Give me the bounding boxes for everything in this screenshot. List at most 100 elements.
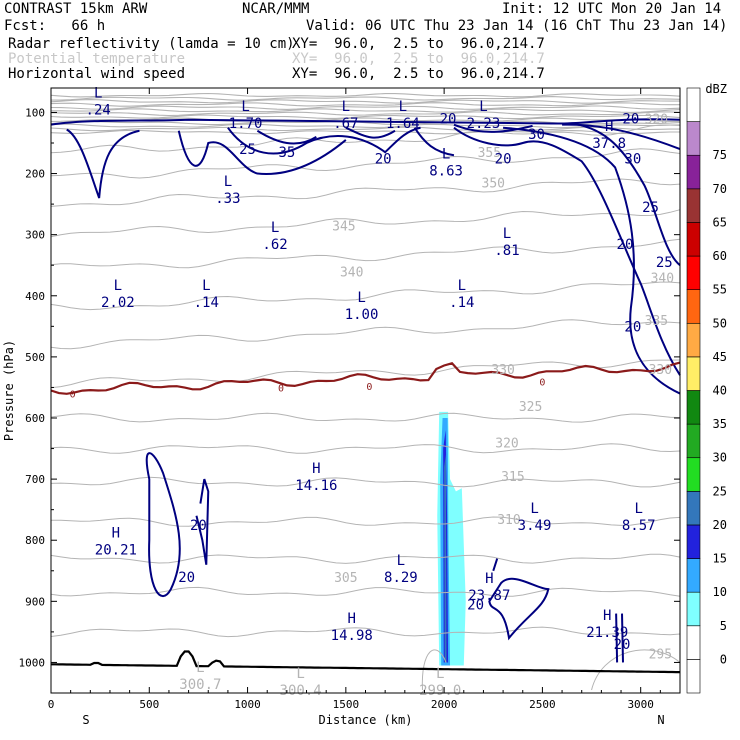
wind-label: 20 (624, 319, 641, 335)
colorbar-cell (686, 524, 701, 559)
extremum-type: L (114, 278, 122, 294)
wind-contour (195, 478, 210, 565)
extremum-value: 2.23 (467, 116, 501, 132)
x-axis-label: Distance (km) (319, 713, 413, 727)
extremum-type: L (296, 666, 304, 682)
extremum-type: L (397, 553, 405, 569)
colorbar-cell (686, 423, 701, 459)
theta-contour (51, 96, 681, 101)
south-label: S (82, 713, 89, 727)
wind-contour (562, 123, 681, 151)
wind-label: 20 (178, 570, 195, 586)
freezing-line (50, 361, 681, 395)
extremum-type: L (357, 290, 365, 306)
extremum-value: 14.98 (331, 628, 373, 644)
colorbar-label: 10 (713, 585, 727, 599)
colorbar-label: 0 (720, 652, 727, 666)
theta-label: 355 (478, 146, 501, 161)
wind-contour (571, 122, 681, 267)
field-wind-xy: XY= 96.0, 2.5 to 96.0,214.7 (292, 66, 545, 82)
field-reflectivity-xy: XY= 96.0, 2.5 to 96.0,214.7 (292, 36, 545, 52)
theta-contour (50, 111, 681, 117)
extremum-value: 14.16 (295, 478, 337, 494)
org-label: NCAR/MMM (242, 1, 310, 17)
colorbar-label: 45 (713, 350, 727, 364)
wind-contour (256, 129, 317, 145)
colorbar: 0 5 10 15 20 25 30 35 40 45 50 55 60 65 70 75 dBZ (686, 82, 727, 694)
colorbar-label: 5 (720, 619, 727, 633)
wind-label: 20 (467, 597, 484, 613)
colorbar-cell (686, 390, 701, 425)
extremum-type: L (241, 99, 249, 115)
theta-contour (50, 105, 681, 110)
theta-label: 330 (491, 363, 514, 378)
extremum-value: .67 (333, 116, 358, 132)
x-tick-label: 3000 (627, 698, 654, 711)
wind-label: 20 (190, 518, 207, 534)
theta-contour (50, 129, 680, 135)
theta-contour (50, 626, 681, 638)
extremum-value: .14 (449, 295, 474, 311)
extremum-value: 2.02 (101, 295, 135, 311)
extremum-type: H (312, 461, 320, 477)
theta-label: 345 (332, 220, 355, 235)
extremum-value: 1.70 (229, 116, 263, 132)
theta-label: 320 (645, 113, 668, 128)
colorbar-cell (686, 289, 701, 324)
field-wind: Horizontal wind speed (8, 66, 186, 82)
wind-label: 25 (239, 142, 256, 158)
colorbar-cell (686, 322, 701, 358)
colorbar-cell (686, 591, 701, 627)
extremum-value: 1.64 (386, 116, 420, 132)
colorbar-label: 70 (713, 182, 727, 196)
extremum-value: 8.63 (429, 163, 463, 179)
y-tick-label: 600 (25, 412, 45, 425)
extremum-type: H (112, 525, 120, 541)
colorbar-label: 30 (713, 451, 727, 465)
wind-contour (453, 126, 681, 376)
terrain (51, 650, 680, 674)
colorbar-cell (686, 87, 701, 122)
wind-contour (615, 613, 624, 663)
theta-contour (50, 553, 681, 564)
y-tick-label: 900 (25, 595, 45, 608)
theta-label: 340 (340, 265, 363, 280)
theta-contour (50, 238, 681, 269)
wind-label: 30 (528, 127, 545, 143)
extremum-type: L (94, 85, 102, 101)
y-axis-label: Pressure (hPa) (2, 340, 16, 441)
y-tick-label: 1000 (19, 656, 46, 669)
wind-contour (66, 128, 140, 199)
colorbar-cell (686, 659, 701, 694)
wind-contours (50, 118, 681, 663)
freezing-label: 0 (70, 390, 76, 401)
contour-labels: 0 0 0 0 320 355 350 345 340 340 335 330 330 325 320 315… (70, 85, 674, 699)
extremum-type: H (485, 571, 493, 587)
colorbar-label: 50 (713, 316, 727, 330)
extremum-value: .33 (215, 191, 240, 207)
x-tick-label: 0 (48, 698, 55, 711)
extremum-value: 37.8 (592, 136, 626, 152)
colorbar-cell (686, 121, 701, 156)
extremum-value: 299.0 (419, 683, 461, 699)
theta-contour (50, 281, 681, 311)
colorbar-label: 35 (713, 417, 727, 431)
field-theta-xy: XY= 96.0, 2.5 to 96.0,214.7 (292, 51, 545, 67)
colorbar-label: 55 (713, 283, 727, 297)
radar-20dbz (444, 454, 447, 663)
theta-contour (50, 114, 681, 120)
extremum-type: L (503, 226, 511, 242)
colorbar-cell (686, 491, 701, 526)
wind-label: 20 (495, 151, 512, 167)
theta-contour (50, 319, 681, 350)
wind-label: 20 (375, 151, 392, 167)
colorbar-label: 75 (713, 148, 727, 162)
theta-contour (50, 359, 681, 389)
reflectivity-shading (437, 411, 466, 666)
model-title: CONTRAST 15km ARW (4, 1, 148, 17)
theta-contour (50, 117, 680, 122)
wind-label: 25 (642, 200, 659, 216)
wind-contour (413, 127, 455, 157)
extremum-type: L (635, 501, 643, 517)
